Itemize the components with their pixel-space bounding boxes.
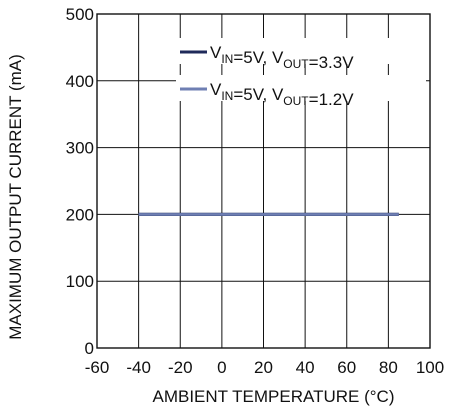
x-tick-label: 0 (217, 358, 226, 377)
y-tick-label: 200 (66, 205, 94, 224)
x-tick-label: 20 (254, 358, 273, 377)
legend-entry-2: VIN=5V, VOUT=1.2V (210, 80, 354, 109)
x-tick-label: -20 (168, 358, 193, 377)
legend-background (176, 38, 426, 64)
x-axis-label: AMBIENT TEMPERATURE (°C) (153, 387, 395, 406)
y-tick-label: 400 (66, 72, 94, 91)
x-tick-label: 80 (379, 358, 398, 377)
x-tick-label: 60 (337, 358, 356, 377)
y-tick-label: 0 (85, 339, 94, 358)
y-tick-label: 100 (66, 272, 94, 291)
legend-background (176, 75, 426, 101)
plot-frame (96, 13, 431, 349)
x-tick-label: 100 (416, 358, 444, 377)
y-axis-label: MAXIMUM OUTPUT CURRENT (mA) (6, 54, 25, 340)
x-tick-label: -40 (126, 358, 151, 377)
y-tick-label: 500 (66, 5, 94, 24)
y-tick-label: 300 (66, 139, 94, 158)
legend-entry-1: VIN=5V, VOUT=3.3V (210, 43, 354, 72)
x-tick-label: -60 (85, 358, 110, 377)
x-tick-labels: -60 -40 -20 0 20 40 60 80 100 (85, 358, 444, 377)
legend: VIN=5V, VOUT=3.3V VIN=5V, VOUT=1.2V (176, 38, 426, 109)
y-tick-labels: 0 100 200 300 400 500 (66, 5, 94, 358)
x-tick-label: 40 (296, 358, 315, 377)
